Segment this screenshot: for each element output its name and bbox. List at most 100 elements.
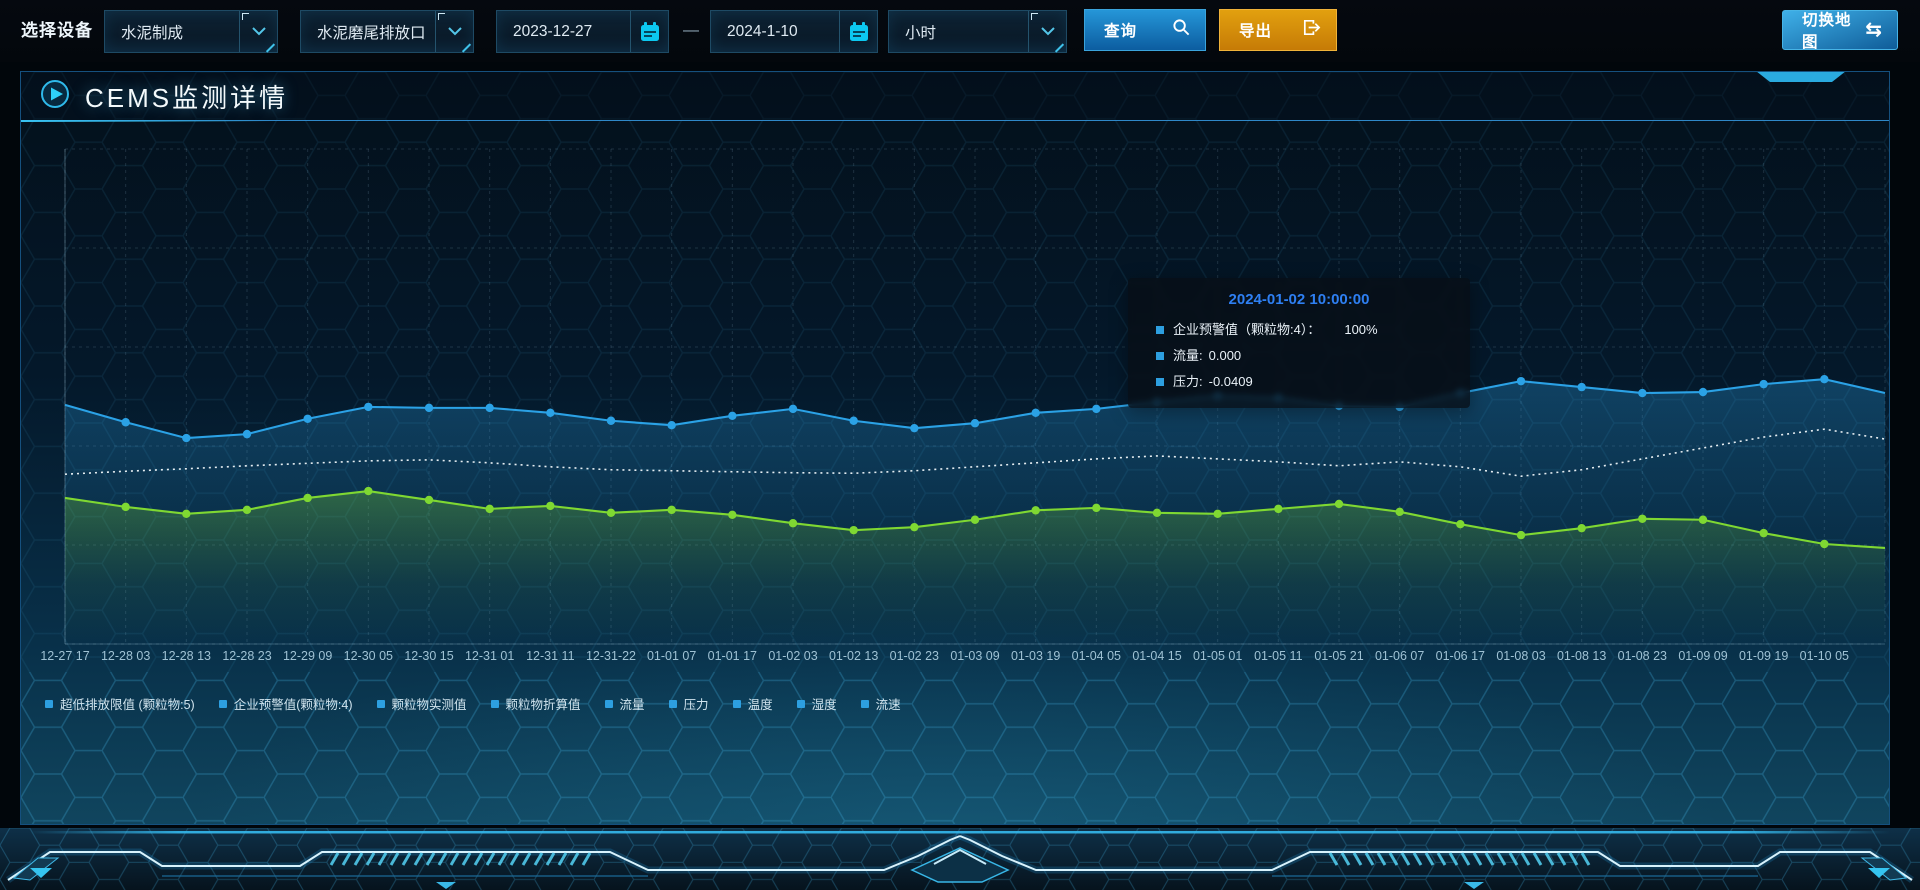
markers-green-line bbox=[121, 486, 1829, 549]
x-axis-label: 12-28 23 bbox=[222, 649, 271, 663]
x-axis-label: 01-09 19 bbox=[1739, 649, 1788, 663]
bottom-decor-frame bbox=[0, 828, 1920, 890]
panel-header: CEMS监测详情 bbox=[21, 72, 1889, 122]
legend-marker-icon bbox=[45, 699, 53, 708]
legend-item[interactable]: 压力 bbox=[668, 694, 709, 713]
outlet-select[interactable]: 水泥磨尾排放口 bbox=[300, 10, 474, 53]
header-notch-decor bbox=[1757, 72, 1845, 82]
chart-legend: 超低排放限值 (颗粒物:5) 企业预警值(颗粒物:4) 颗粒物实测值 颗粒物折算值 流量… bbox=[45, 694, 901, 713]
x-axis-label: 01-08 23 bbox=[1618, 649, 1667, 663]
tooltip-row: 流量: 0.000 bbox=[1128, 343, 1470, 369]
x-axis-label: 01-02 13 bbox=[829, 649, 878, 663]
tooltip-marker-icon bbox=[1156, 378, 1164, 386]
cems-panel: 12-27 17 12-28 03 12-28 13 12-28 23 12-29 09… bbox=[20, 71, 1890, 825]
calendar-icon bbox=[630, 11, 668, 52]
legend-label: 压力 bbox=[683, 698, 709, 712]
end-date-value: 2024-1-10 bbox=[727, 22, 798, 40]
search-icon bbox=[1172, 18, 1191, 42]
legend-marker-icon bbox=[668, 699, 677, 708]
tooltip-row: 企业预警值（颗粒物:4）： 100% bbox=[1128, 317, 1470, 343]
x-axis-label: 01-03 09 bbox=[950, 649, 999, 663]
series-white-dotted-line bbox=[64, 428, 1886, 478]
swap-arrows-icon: ⇆ bbox=[1865, 19, 1883, 41]
query-button[interactable]: 查询 bbox=[1084, 9, 1206, 51]
tooltip-rows: 企业预警值（颗粒物:4）： 100% 流量: 0.000 压力: -0.0409 bbox=[1128, 317, 1470, 395]
switch-map-button[interactable]: 切换地图 ⇆ bbox=[1782, 10, 1898, 51]
legend-label: 颗粒物实测值 bbox=[391, 698, 467, 712]
x-axis-label: 01-09 09 bbox=[1678, 649, 1727, 663]
legend-marker-icon bbox=[796, 699, 805, 708]
tooltip-row-value: -0.0409 bbox=[1208, 374, 1253, 389]
tooltip-row-label: 企业预警值（颗粒物:4）： bbox=[1173, 322, 1321, 337]
interval-select[interactable]: 小时 bbox=[888, 10, 1067, 53]
x-axis-label: 01-10 05 bbox=[1800, 649, 1849, 663]
x-axis-label: 01-01 17 bbox=[708, 649, 757, 663]
x-axis-label: 12-31 11 bbox=[526, 649, 574, 663]
query-button-label: 查询 bbox=[1104, 23, 1138, 40]
x-axis-label: 01-08 03 bbox=[1496, 649, 1545, 663]
device-select[interactable]: 水泥制成 bbox=[104, 10, 278, 53]
tooltip-row-label: 流量: bbox=[1173, 348, 1203, 363]
tooltip-row-value: 0.000 bbox=[1208, 348, 1242, 363]
legend-item[interactable]: 颗粒物折算值 bbox=[490, 694, 581, 713]
export-icon bbox=[1301, 17, 1322, 43]
chevron-down-icon bbox=[1028, 11, 1066, 52]
legend-item[interactable]: 流速 bbox=[860, 694, 901, 713]
legend-label: 企业预警值(颗粒物:4) bbox=[233, 698, 353, 712]
x-axis-label: 01-04 05 bbox=[1072, 649, 1121, 663]
legend-label: 流速 bbox=[875, 698, 901, 712]
x-axis-label: 12-31 01 bbox=[465, 649, 514, 663]
x-axis-label: 01-03 19 bbox=[1011, 649, 1060, 663]
legend-label: 湿度 bbox=[811, 698, 837, 712]
legend-item[interactable]: 湿度 bbox=[796, 694, 837, 713]
x-axis-label: 12-30 15 bbox=[404, 649, 453, 663]
x-axis-label: 12-30 05 bbox=[344, 649, 393, 663]
legend-label: 流量 bbox=[619, 698, 645, 712]
x-axis-label: 01-01 07 bbox=[647, 649, 696, 663]
legend-marker-icon bbox=[376, 699, 385, 708]
cems-trend-chart[interactable]: 12-27 17 12-28 03 12-28 13 12-28 23 12-29 09… bbox=[21, 72, 1889, 824]
end-date-input[interactable]: 2024-1-10 bbox=[710, 10, 878, 53]
legend-item[interactable]: 超低排放限值 (颗粒物:5) bbox=[45, 694, 195, 713]
tooltip-marker-icon bbox=[1156, 352, 1164, 360]
outlet-select-value: 水泥磨尾排放口 bbox=[317, 24, 426, 42]
legend-label: 超低排放限值 (颗粒物:5) bbox=[60, 698, 195, 712]
play-icon bbox=[39, 78, 71, 115]
panel-title: CEMS监测详情 bbox=[85, 82, 289, 113]
legend-item[interactable]: 颗粒物实测值 bbox=[376, 694, 467, 713]
tooltip-marker-icon bbox=[1156, 326, 1164, 334]
tooltip-timestamp: 2024-01-02 10:00:00 bbox=[1228, 291, 1370, 308]
chevron-down-icon bbox=[435, 11, 473, 52]
legend-marker-icon bbox=[732, 699, 741, 708]
export-button-label: 导出 bbox=[1239, 23, 1273, 40]
device-select-label: 选择设备 bbox=[21, 21, 93, 40]
x-axis-label: 01-06 17 bbox=[1436, 649, 1485, 663]
legend-marker-icon bbox=[490, 699, 499, 708]
x-axis-label: 01-05 01 bbox=[1193, 649, 1242, 663]
tooltip-row-label: 压力: bbox=[1173, 374, 1203, 389]
x-axis-labels: 12-27 17 12-28 03 12-28 13 12-28 23 12-29 09… bbox=[40, 649, 1849, 663]
x-axis-label: 12-31-22 bbox=[586, 649, 636, 663]
frame-left-half bbox=[6, 832, 962, 889]
legend-marker-icon bbox=[218, 699, 227, 708]
legend-item[interactable]: 企业预警值(颗粒物:4) bbox=[218, 694, 353, 713]
start-date-value: 2023-12-27 bbox=[513, 22, 593, 40]
legend-item[interactable]: 流量 bbox=[604, 694, 645, 713]
chevron-down-icon bbox=[239, 11, 277, 52]
calendar-icon bbox=[839, 11, 877, 52]
x-axis-label: 01-06 07 bbox=[1375, 649, 1424, 663]
export-button[interactable]: 导出 bbox=[1219, 9, 1337, 51]
toolbar: 选择设备 水泥制成 水泥磨尾排放口 2023-12-27 bbox=[0, 0, 1920, 62]
legend-marker-icon bbox=[860, 699, 869, 708]
area-green-line bbox=[65, 491, 1885, 644]
tooltip-row-value: 100% bbox=[1344, 322, 1378, 337]
start-date-input[interactable]: 2023-12-27 bbox=[496, 10, 669, 53]
switch-map-label: 切换地图 bbox=[1802, 12, 1852, 51]
x-axis-label: 01-02 23 bbox=[890, 649, 939, 663]
device-select-value: 水泥制成 bbox=[121, 24, 184, 42]
x-axis-label: 01-04 15 bbox=[1132, 649, 1181, 663]
legend-label: 颗粒物折算值 bbox=[505, 698, 581, 712]
x-axis-label: 12-27 17 bbox=[40, 649, 89, 663]
legend-item[interactable]: 温度 bbox=[732, 694, 773, 713]
